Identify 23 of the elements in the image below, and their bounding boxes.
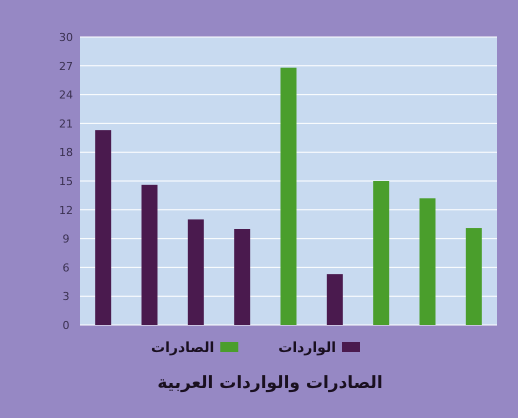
y-tick-label: 21 — [59, 117, 73, 130]
y-tick-label: 3 — [62, 290, 70, 304]
bar — [326, 274, 343, 325]
bar — [280, 68, 296, 325]
bar — [142, 184, 158, 325]
y-tick-label: 30 — [59, 31, 73, 44]
y-tick-label: 27 — [59, 60, 73, 73]
y-tick-label: 18 — [59, 146, 73, 160]
y-tick-label: 15 — [59, 175, 73, 188]
legend-label: الصادرات — [151, 340, 214, 356]
y-tick-label: 9 — [62, 232, 70, 246]
bar — [95, 130, 112, 325]
bar — [420, 198, 436, 325]
bar — [188, 219, 204, 325]
bar — [373, 181, 390, 325]
legend-label: الواردات — [278, 340, 336, 356]
y-tick-label: 0 — [62, 319, 70, 332]
bar — [234, 229, 250, 325]
bar — [466, 228, 482, 325]
y-tick-label: 24 — [59, 88, 73, 102]
text: الصادرات والواردات العربية — [157, 373, 383, 393]
y-tick-label: 12 — [59, 204, 73, 217]
y-tick-label: 6 — [62, 261, 70, 274]
